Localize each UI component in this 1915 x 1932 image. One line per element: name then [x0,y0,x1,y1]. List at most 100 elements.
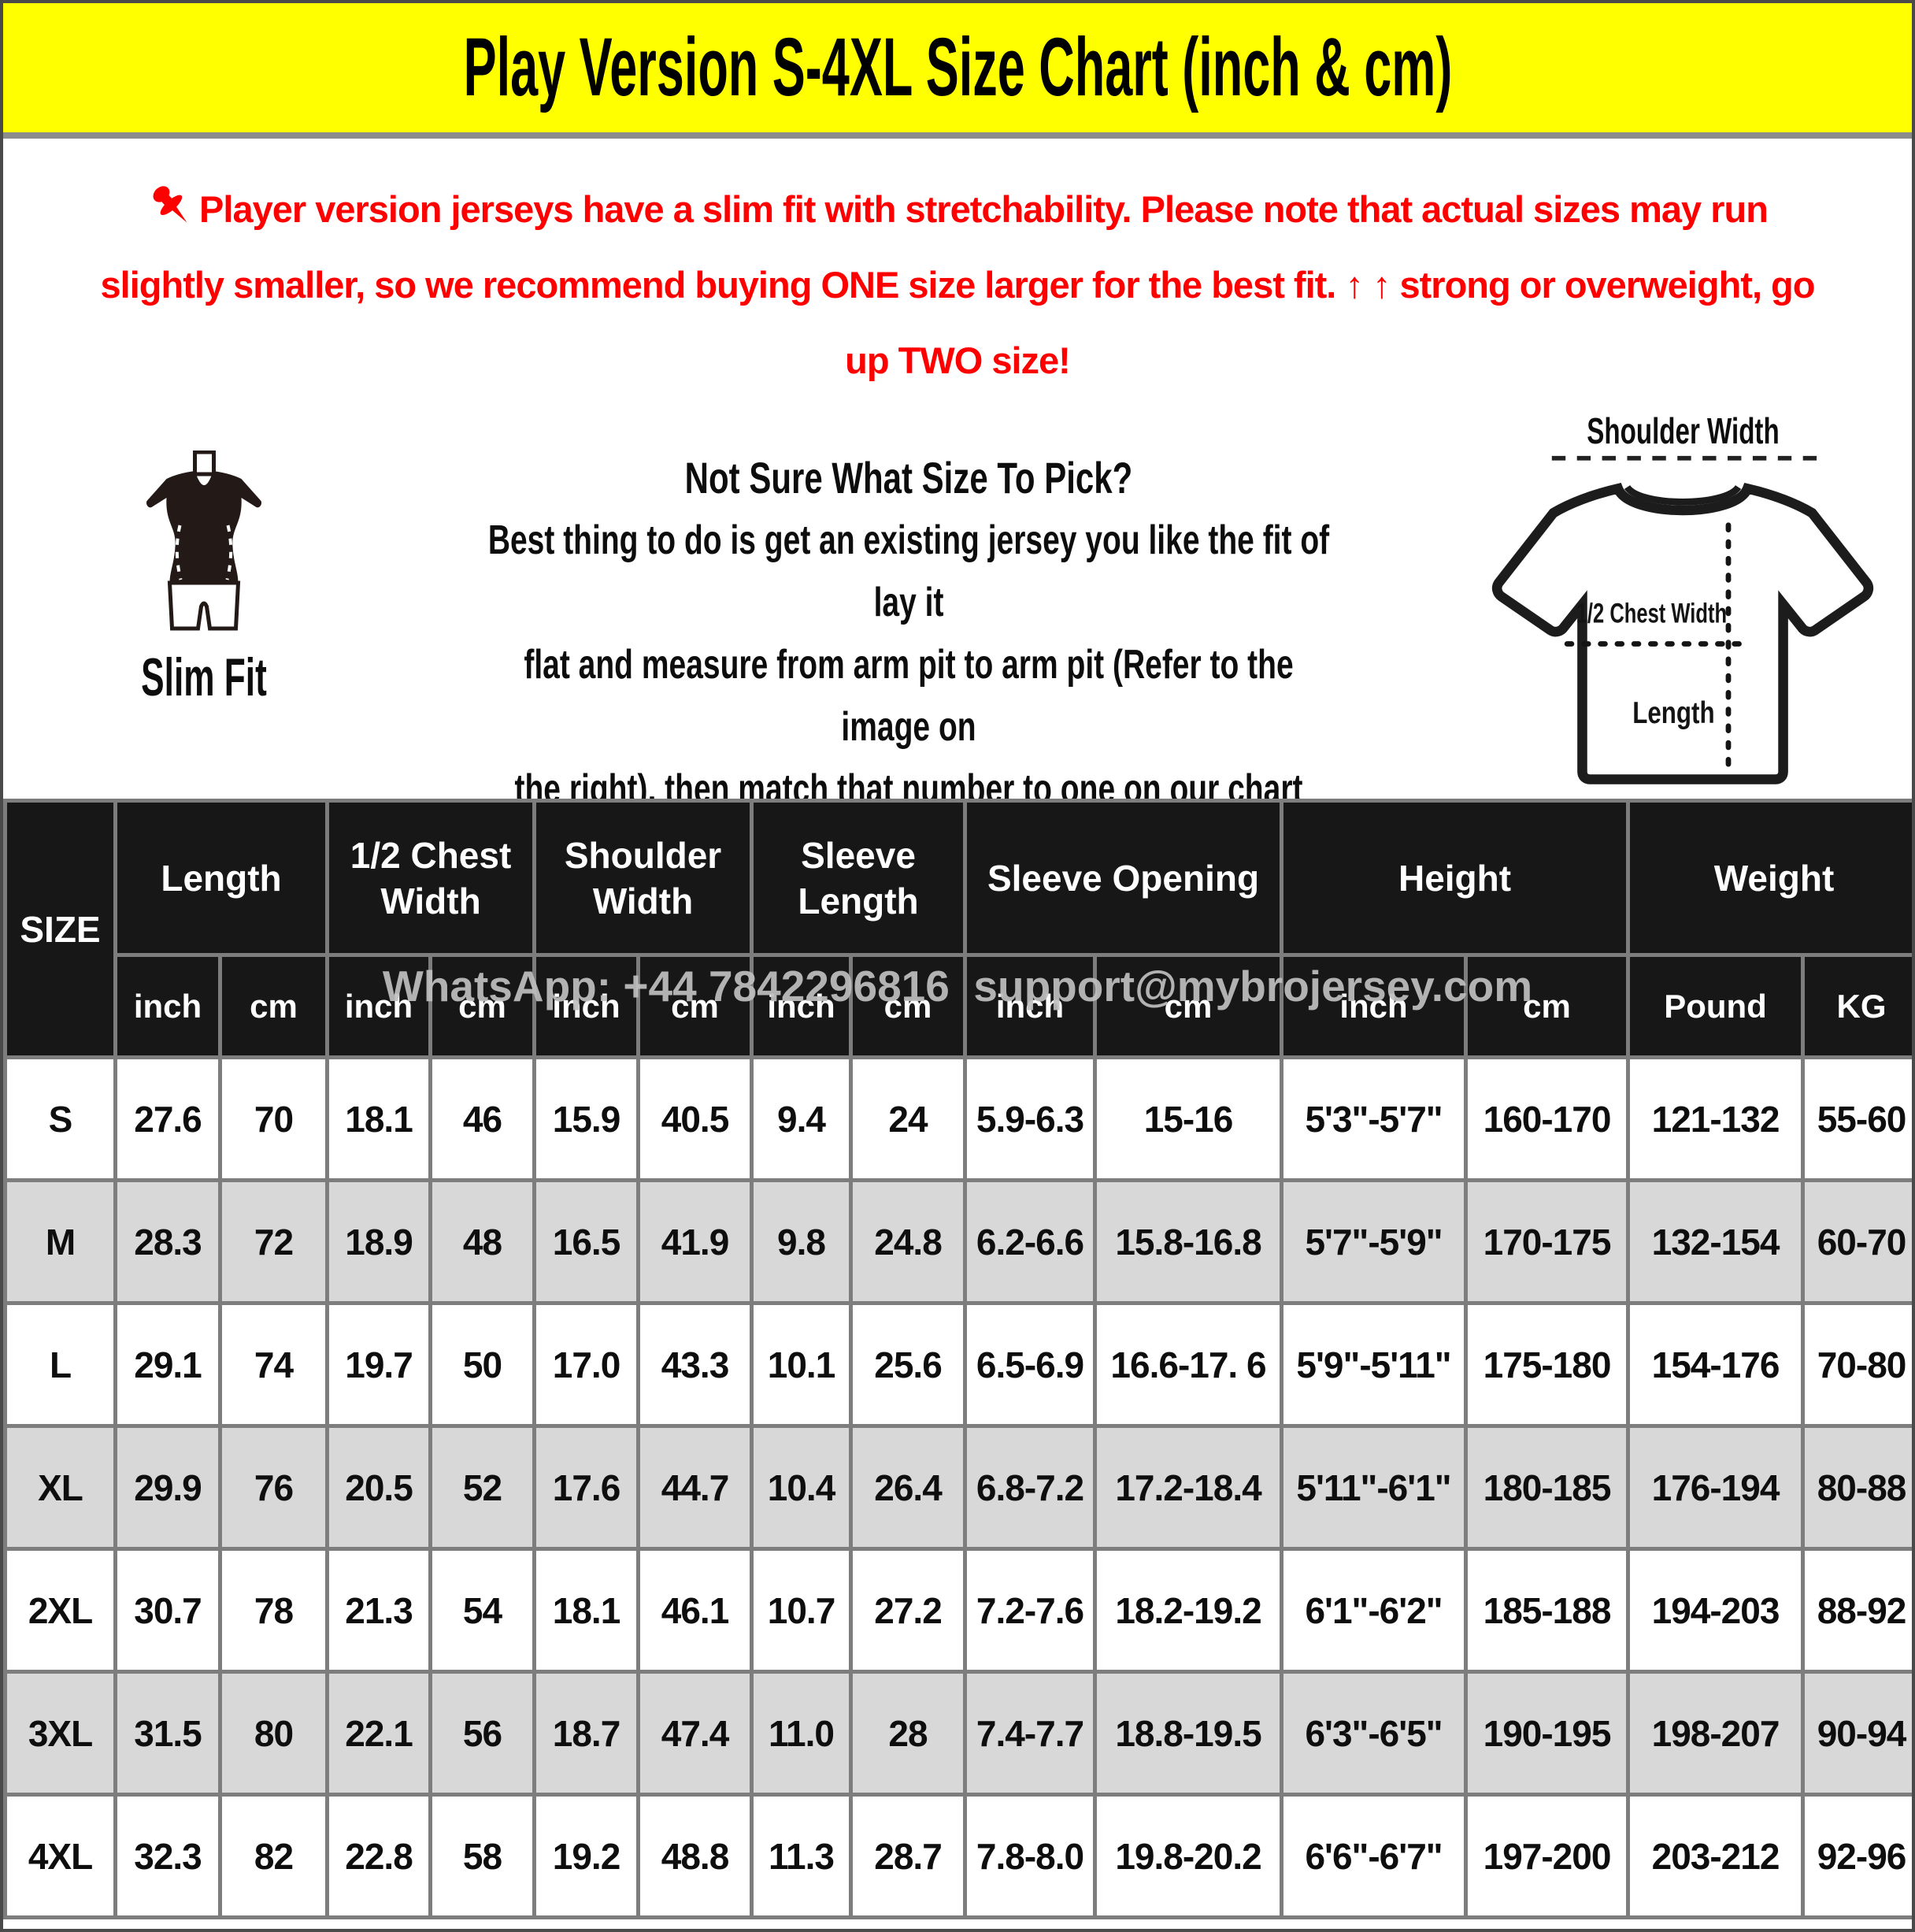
value-cell: 46.1 [636,1547,754,1674]
subcol-header: cm [1464,953,1631,1059]
value-cell: 19.8-20.2 [1093,1793,1284,1919]
subcol-header: cm [636,953,754,1059]
value-cell: 10.7 [750,1547,854,1674]
col-header-weight: Weight [1626,799,1912,957]
value-cell: 70-80 [1801,1301,1912,1428]
value-cell: 46 [428,1055,537,1182]
value-cell: 28.3 [113,1178,222,1305]
value-cell: 31.5 [113,1670,222,1797]
col-header-sleeve-opening: Sleeve Opening [963,799,1284,957]
value-cell: 25.6 [849,1301,968,1428]
shoulder-width-label: Shoulder Width [1587,410,1780,451]
value-cell: 15.8-16.8 [1093,1178,1284,1305]
value-cell: 175-180 [1464,1301,1631,1428]
value-cell: 58 [428,1793,537,1919]
value-cell: 10.1 [750,1301,854,1428]
value-cell: 11.0 [750,1670,854,1797]
value-cell: 82 [217,1793,330,1919]
value-cell: 170-175 [1464,1178,1631,1305]
value-cell: 121-132 [1626,1055,1806,1182]
value-cell: 190-195 [1464,1670,1631,1797]
value-cell: 7.4-7.7 [963,1670,1098,1797]
fit-notice-line: Player version jerseys have a slim fit w… [3,172,1912,247]
value-cell: 5'11"-6'1" [1280,1424,1469,1551]
value-cell: 55-60 [1801,1055,1912,1182]
value-cell: 28.7 [849,1793,968,1919]
value-cell: 72 [217,1178,330,1305]
table-row: XL 29.9 76 20.5 52 17.6 44.7 10.4 26.4 6.8-7.2 17.… [3,1424,1912,1551]
col-header-shoulder-width: Shoulder Width [532,799,754,957]
value-cell: 197-200 [1464,1793,1631,1919]
size-table-header: SIZE Length 1/2 Chest Width Shoulder Wid… [3,799,1912,1059]
slim-fit-label: Slim Fit [141,647,267,707]
value-cell: 5'9"-5'11" [1280,1301,1469,1428]
value-cell: 56 [428,1670,537,1797]
table-row: 4XL 32.3 82 22.8 58 19.2 48.8 11.3 28.7 7.8-8.0 19… [3,1793,1912,1919]
value-cell: 203-212 [1626,1793,1806,1919]
value-cell: 19.2 [532,1793,641,1919]
value-cell: 29.1 [113,1301,222,1428]
value-cell: 22.8 [325,1793,433,1919]
col-header-height: Height [1280,799,1631,957]
value-cell: 50 [428,1301,537,1428]
subcol-header: Pound [1626,953,1806,1059]
value-cell: 92-96 [1801,1793,1912,1919]
fit-notice: Player version jerseys have a slim fit w… [3,172,1912,399]
size-cell: M [3,1178,117,1305]
value-cell: 5'7"-5'9" [1280,1178,1469,1305]
value-cell: 6.2-6.6 [963,1178,1098,1305]
value-cell: 27.6 [113,1055,222,1182]
value-cell: 18.7 [532,1670,641,1797]
col-header-sleeve-length: Sleeve Length [750,799,968,957]
value-cell: 20.5 [325,1424,433,1551]
subcol-header: cm [849,953,968,1059]
size-cell: 3XL [3,1670,117,1797]
value-cell: 194-203 [1626,1547,1806,1674]
subcol-header: inch [750,953,854,1059]
value-cell: 16.6-17. 6 [1093,1301,1284,1428]
value-cell: 154-176 [1626,1301,1806,1428]
value-cell: 52 [428,1424,537,1551]
value-cell: 78 [217,1547,330,1674]
subcol-header: cm [428,953,537,1059]
sizing-guide-section: Slim Fit Not Sure What Size To Pick? Bes… [3,410,1912,936]
value-cell: 22.1 [325,1670,433,1797]
value-cell: 29.9 [113,1424,222,1551]
value-cell: 21.3 [325,1547,433,1674]
page-title: Play Version S-4XL Size Chart (inch & cm… [463,21,1452,113]
title-banner: Play Version S-4XL Size Chart (inch & cm… [3,3,1912,139]
fit-notice-line: up TWO size! [845,339,1071,381]
size-table: SIZE Length 1/2 Chest Width Shoulder Wid… [3,799,1912,1919]
value-cell: 30.7 [113,1547,222,1674]
value-cell: 74 [217,1301,330,1428]
value-cell: 6'6"-6'7" [1280,1793,1469,1919]
value-cell: 160-170 [1464,1055,1631,1182]
value-cell: 17.6 [532,1424,641,1551]
value-cell: 9.8 [750,1178,854,1305]
subcol-header: inch [532,953,641,1059]
value-cell: 185-188 [1464,1547,1631,1674]
subcol-header: cm [1093,953,1284,1059]
value-cell: 24.8 [849,1178,968,1305]
value-cell: 180-185 [1464,1424,1631,1551]
table-row: 3XL 31.5 80 22.1 56 18.7 47.4 11.0 28 7.4-7.7 18.8… [3,1670,1912,1797]
value-cell: 5'3"-5'7" [1280,1055,1469,1182]
value-cell: 76 [217,1424,330,1551]
slim-fit-block: Slim Fit [106,450,302,708]
value-cell: 80 [217,1670,330,1797]
col-header-size: SIZE [3,799,117,1059]
value-cell: 70 [217,1055,330,1182]
value-cell: 7.8-8.0 [963,1793,1098,1919]
value-cell: 6'3"-6'5" [1280,1670,1469,1797]
subcol-header: inch [113,953,222,1059]
value-cell: 6.5-6.9 [963,1301,1098,1428]
value-cell: 132-154 [1626,1178,1806,1305]
value-cell: 28 [849,1670,968,1797]
half-chest-width-label: 1/2 Chest Width [1576,599,1727,629]
fit-notice-text: Player version jerseys have a slim fit w… [199,188,1769,230]
size-cell: 2XL [3,1547,117,1674]
size-cell: 4XL [3,1793,117,1919]
value-cell: 17.0 [532,1301,641,1428]
subcol-header: cm [217,953,330,1059]
